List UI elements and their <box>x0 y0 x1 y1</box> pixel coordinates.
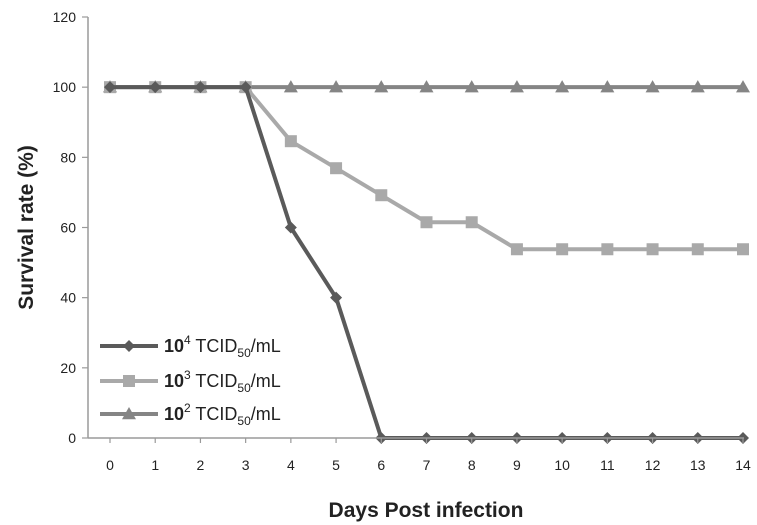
legend-swatch-marker <box>123 375 135 387</box>
data-point-square <box>465 216 478 229</box>
y-tick-label: 0 <box>68 430 76 446</box>
y-tick-label: 20 <box>60 360 76 376</box>
data-point-diamond <box>149 81 162 94</box>
data-point-triangle <box>419 80 434 93</box>
data-point-square <box>510 243 523 256</box>
data-point-square <box>601 243 614 256</box>
data-point-diamond <box>104 81 116 94</box>
data-point-triangle <box>464 80 479 93</box>
x-tick-label: 10 <box>554 457 570 473</box>
data-point-diamond <box>330 291 343 304</box>
data-point-square <box>284 135 297 148</box>
x-tick-label: 8 <box>468 457 476 473</box>
x-tick-label: 5 <box>332 457 340 473</box>
data-point-square <box>375 189 388 202</box>
data-point-triangle <box>645 80 660 93</box>
data-point-square <box>330 162 343 175</box>
data-point-diamond <box>239 81 252 94</box>
x-axis-title: Days Post infection <box>329 499 524 522</box>
x-tick-label: 12 <box>645 457 661 473</box>
legend-label: 103 TCID50/mL <box>164 368 281 395</box>
data-point-square <box>420 216 433 229</box>
x-tick-label: 0 <box>106 457 114 473</box>
data-point-triangle <box>374 80 389 93</box>
data-point-triangle <box>555 80 570 93</box>
y-tick-label: 80 <box>60 149 76 165</box>
data-point-triangle <box>509 80 524 93</box>
data-point-triangle <box>736 80 750 93</box>
x-tick-label: 9 <box>513 457 521 473</box>
x-tick-label: 13 <box>690 457 706 473</box>
y-tick-label: 60 <box>60 220 76 236</box>
data-point-square <box>556 243 569 256</box>
y-tick-label: 100 <box>53 79 77 95</box>
legend-swatch-marker <box>122 407 136 420</box>
data-point-square <box>691 243 704 256</box>
data-point-triangle <box>600 80 615 93</box>
x-tick-label: 3 <box>242 457 250 473</box>
legend-label: 102 TCID50/mL <box>164 401 281 428</box>
data-point-diamond <box>284 221 297 234</box>
data-point-triangle <box>283 80 298 93</box>
x-tick-label: 4 <box>287 457 295 473</box>
legend: 104 TCID50/mL 103 TCID50/mL 102 TCID50/mL <box>100 333 281 428</box>
legend-swatch-marker <box>123 340 135 352</box>
x-tick-label: 14 <box>735 457 751 473</box>
y-axis-title: Survival rate (%) <box>15 145 38 310</box>
x-tick-label: 1 <box>151 457 159 473</box>
x-tick-label: 7 <box>423 457 431 473</box>
data-point-square <box>737 243 749 256</box>
data-point-triangle <box>690 80 705 93</box>
x-tick-label: 2 <box>197 457 205 473</box>
data-point-square <box>646 243 659 256</box>
x-tick-label: 11 <box>600 457 615 473</box>
x-tick-label: 6 <box>377 457 385 473</box>
data-point-diamond <box>194 81 207 94</box>
data-point-triangle <box>329 80 344 93</box>
legend-label: 104 TCID50/mL <box>164 333 281 360</box>
y-tick-label: 120 <box>53 9 77 25</box>
y-tick-label: 40 <box>60 290 76 306</box>
